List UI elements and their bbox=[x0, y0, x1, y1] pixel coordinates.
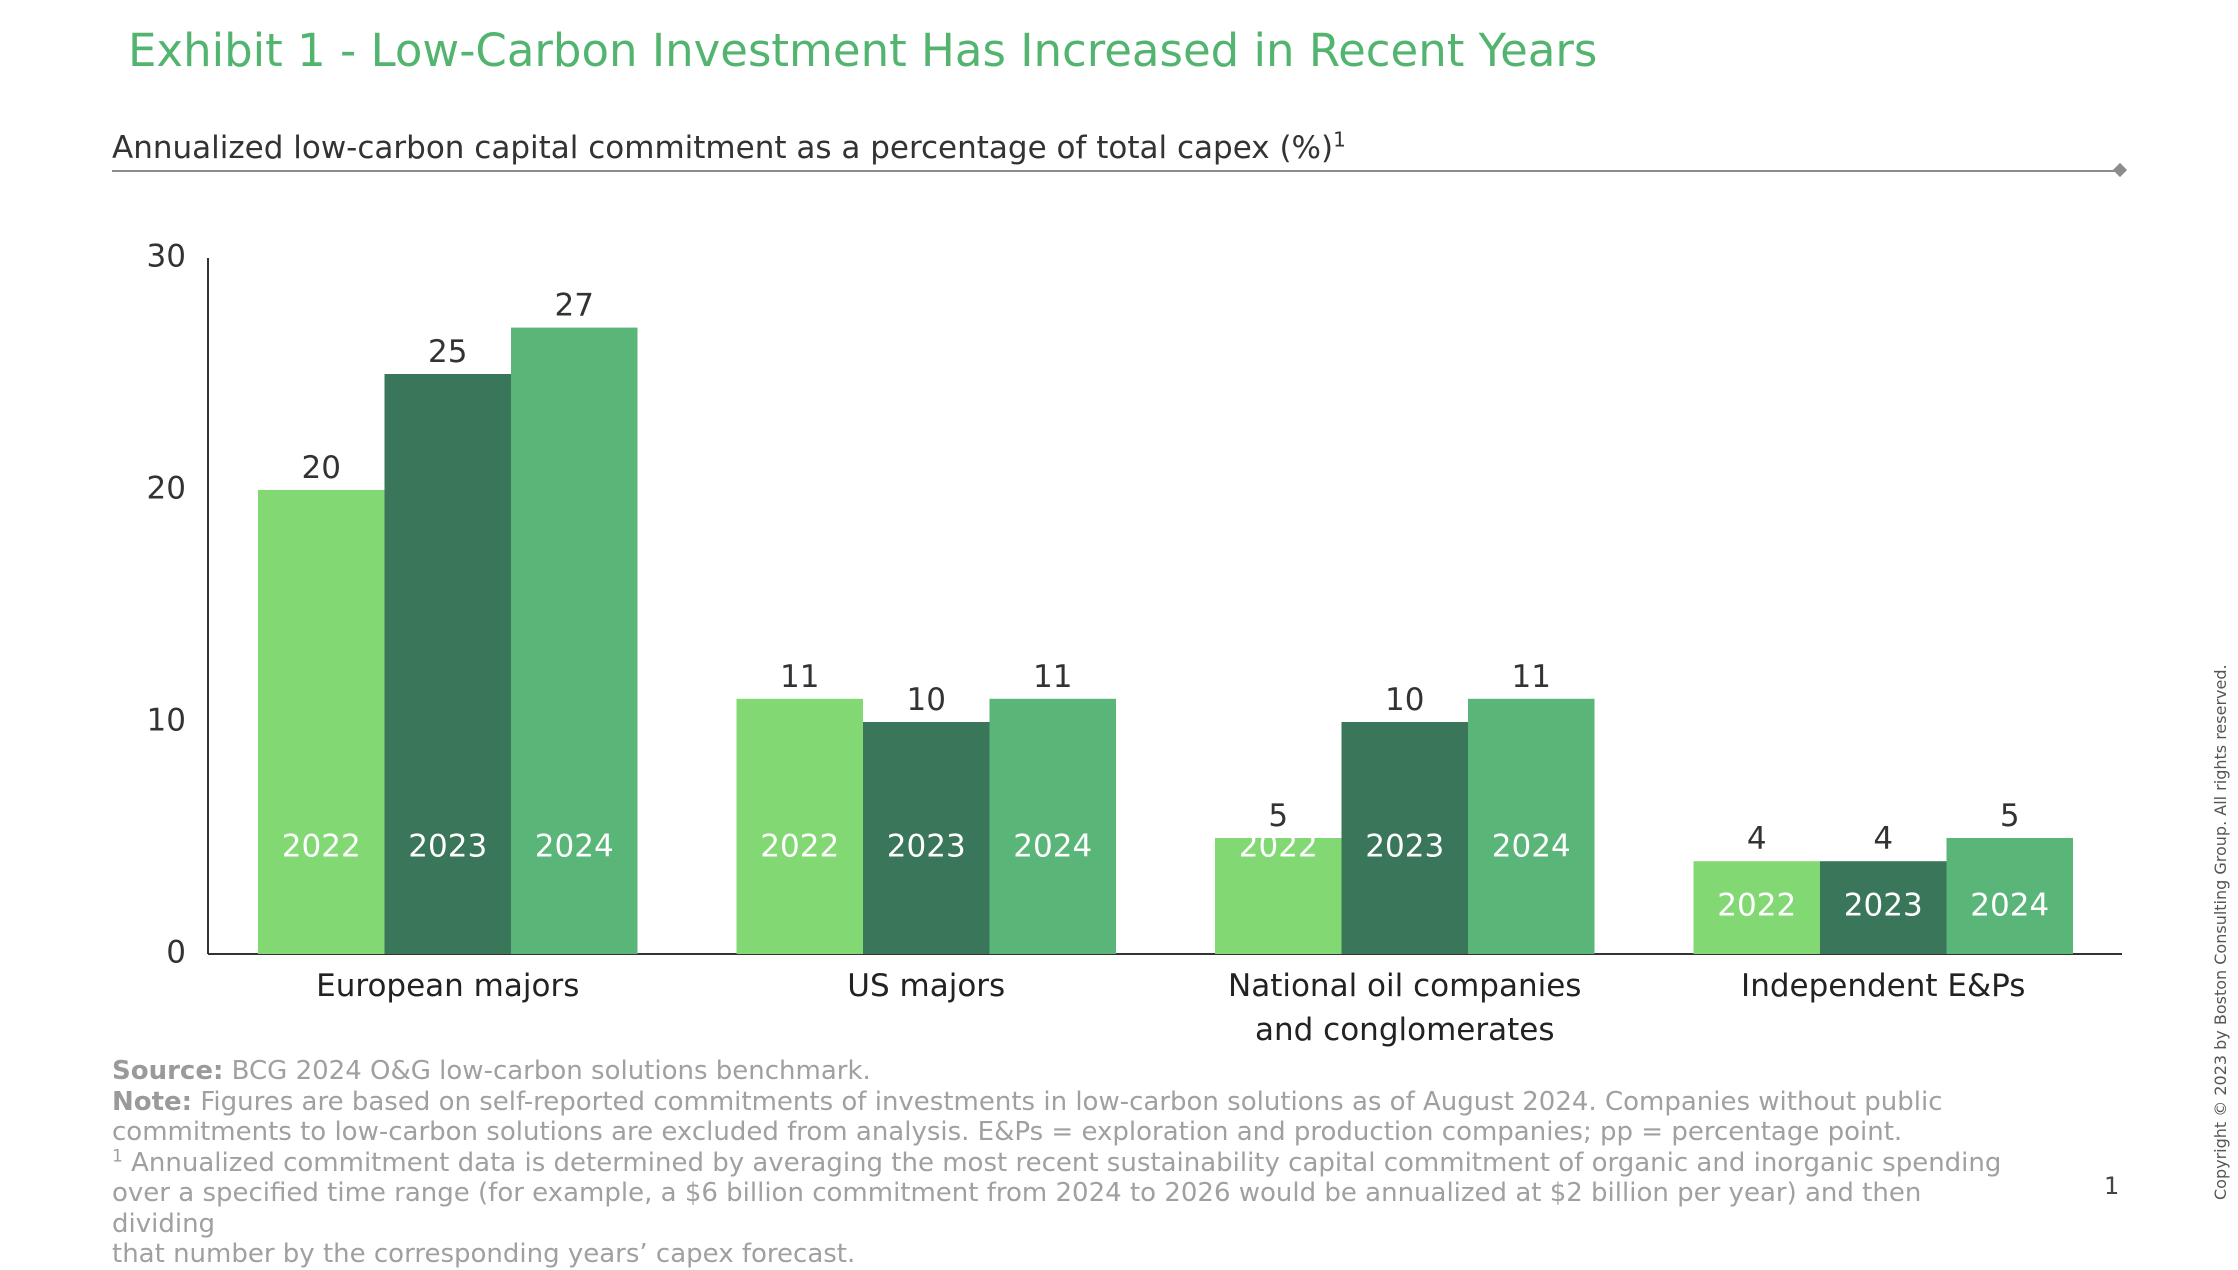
bar-series-label: 2022 bbox=[1717, 888, 1796, 924]
exhibit-title: Exhibit 1 - Low-Carbon Investment Has In… bbox=[128, 24, 1598, 77]
bar-value-label: 20 bbox=[302, 450, 341, 486]
footnotes: Source: BCG 2024 O&G low-carbon solution… bbox=[112, 1056, 2032, 1270]
bar-series-label: 2023 bbox=[1844, 888, 1923, 924]
bar-series-label: 2023 bbox=[887, 829, 966, 865]
bar bbox=[1946, 838, 2073, 954]
bar-value-label: 4 bbox=[1873, 821, 1893, 857]
footnote-line-1: 1 Annualized commitment data is determin… bbox=[112, 1145, 2032, 1179]
bar bbox=[258, 490, 385, 954]
category-label: US majors bbox=[847, 968, 1005, 1004]
y-tick-label: 10 bbox=[147, 703, 186, 739]
subtitle-footnote-mark: 1 bbox=[1333, 127, 1346, 152]
bar-value-label: 27 bbox=[555, 288, 594, 324]
bar-value-label: 4 bbox=[1747, 821, 1767, 857]
bar bbox=[1341, 722, 1468, 954]
bar bbox=[736, 698, 863, 954]
bar bbox=[989, 698, 1116, 954]
bar-chart: 0 10 20 30 20 2022 25 2023 27 2024 European majors… bbox=[147, 239, 2122, 1048]
bar-value-label: 5 bbox=[1268, 798, 1288, 834]
bar bbox=[511, 327, 638, 955]
bar bbox=[863, 722, 990, 954]
y-tick-label: 0 bbox=[166, 935, 186, 971]
subtitle-rule bbox=[112, 170, 2122, 172]
category-label: European majors bbox=[316, 968, 579, 1004]
page-number: 1 bbox=[2104, 1172, 2120, 1200]
bar-series-label: 2024 bbox=[535, 829, 614, 865]
bar bbox=[1820, 861, 1947, 954]
bar-value-label: 10 bbox=[907, 682, 946, 718]
bar-series-label: 2022 bbox=[1239, 829, 1318, 865]
bar-series-label: 2024 bbox=[1970, 888, 2049, 924]
chart-subtitle-text: Annualized low-carbon capital commitment… bbox=[112, 130, 1334, 166]
bar-value-label: 11 bbox=[1512, 659, 1551, 695]
y-tick-label: 30 bbox=[147, 239, 186, 275]
chart-subtitle: Annualized low-carbon capital commitment… bbox=[112, 130, 1346, 166]
footnote-line-2: over a specified time range (for example… bbox=[112, 1178, 1922, 1239]
bar-value-label: 10 bbox=[1385, 682, 1424, 718]
bar bbox=[1215, 838, 1342, 954]
bar-value-label: 25 bbox=[428, 334, 467, 370]
bar bbox=[384, 374, 511, 954]
copyright-notice: Copyright © 2023 by Boston Consulting Gr… bbox=[2211, 664, 2230, 1200]
bar-series-label: 2022 bbox=[760, 829, 839, 865]
source-line: Source: BCG 2024 O&G low-carbon solution… bbox=[112, 1056, 2032, 1087]
bar-series-label: 2023 bbox=[1365, 829, 1444, 865]
footnote-line-3: that number by the corresponding years’ … bbox=[112, 1239, 856, 1269]
bar-value-label: 5 bbox=[2000, 798, 2020, 834]
note-label: Note: bbox=[112, 1086, 193, 1117]
bar bbox=[1693, 861, 1820, 954]
footnote-text-1: Annualized commitment data is determined… bbox=[122, 1147, 2002, 1178]
bar-series-label: 2024 bbox=[1492, 829, 1571, 865]
category-label: National oil companies bbox=[1228, 968, 1581, 1004]
y-tick-label: 20 bbox=[147, 471, 186, 507]
bar-value-label: 11 bbox=[780, 659, 819, 695]
note-text-1: Figures are based on self-reported commi… bbox=[192, 1086, 1943, 1117]
bar bbox=[1468, 698, 1595, 954]
bar-value-label: 11 bbox=[1033, 659, 1072, 695]
category-label: and conglomerates bbox=[1255, 1012, 1554, 1048]
bar-series-label: 2023 bbox=[408, 829, 487, 865]
bar-series-label: 2024 bbox=[1013, 829, 1092, 865]
footnote-mark: 1 bbox=[112, 1145, 123, 1166]
source-text: BCG 2024 O&G low-carbon solutions benchm… bbox=[223, 1056, 871, 1086]
note-line-1: Note: Figures are based on self-reported… bbox=[112, 1087, 2032, 1118]
source-label: Source: bbox=[112, 1056, 224, 1086]
category-label: Independent E&Ps bbox=[1741, 968, 2025, 1004]
bar-series-label: 2022 bbox=[282, 829, 361, 865]
note-line-2: commitments to low-carbon solutions are … bbox=[112, 1117, 1903, 1147]
